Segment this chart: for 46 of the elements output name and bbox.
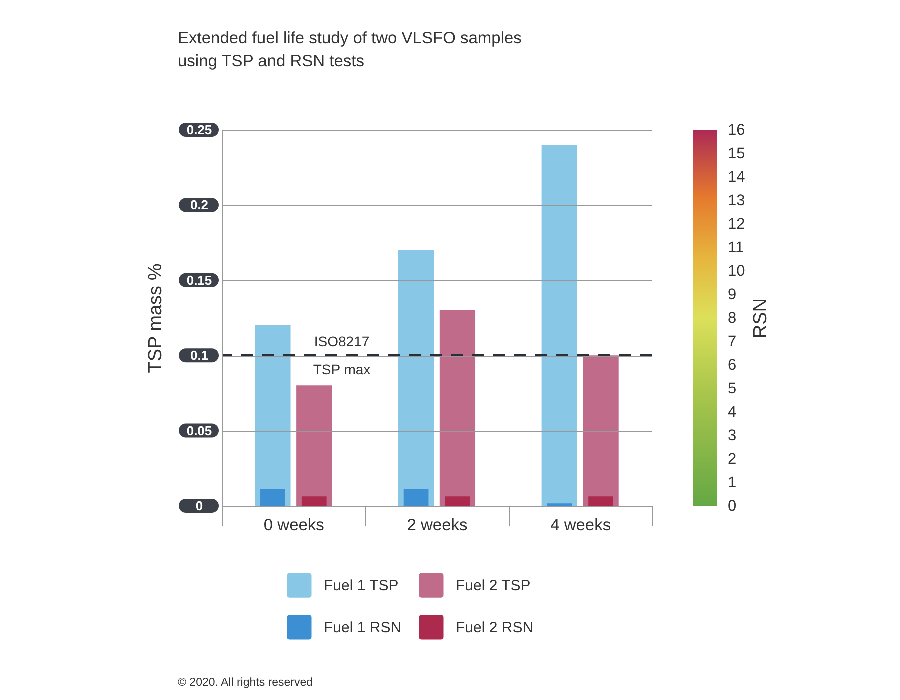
y2-tick-label: 6 — [728, 357, 737, 374]
y2-axis-title: RSN — [750, 298, 772, 339]
bar — [260, 490, 286, 506]
y2-tick-label: 12 — [728, 216, 746, 233]
y2-tick-label: 16 — [728, 122, 746, 139]
bar — [445, 496, 470, 506]
bar — [583, 356, 619, 506]
y-tick-label: 0.05 — [186, 423, 212, 438]
y2-tick-label: 8 — [728, 310, 737, 327]
y2-tick-label: 7 — [728, 334, 737, 350]
legend-label: Fuel 2 RSN — [456, 620, 534, 636]
text: © 2020. All rights reserved — [178, 677, 314, 689]
y2-tick-label: 1 — [728, 474, 737, 492]
y2-tick-label: 11 — [728, 240, 744, 256]
y-tick-label: 0.15 — [186, 272, 212, 288]
y2-tick-label: 13 — [728, 192, 746, 210]
y2-tick-label: 15 — [728, 146, 746, 162]
y2-tick-label: 9 — [728, 286, 737, 304]
y-tick-label: 0 — [196, 498, 204, 514]
legend-label: Fuel 1 TSP — [324, 578, 399, 595]
bar — [588, 496, 614, 506]
chart-title: Extended fuel life study of two VLSFO samples using TSP and RSN tests — [178, 30, 522, 70]
bar — [542, 145, 578, 506]
y-tick-label: 0.25 — [186, 122, 212, 138]
ref-line-label: ISO8217 TSP max — [313, 334, 371, 378]
y2-tick-label: 0 — [728, 498, 737, 515]
bar — [296, 386, 332, 506]
y2-tick-label: 4 — [728, 404, 737, 421]
legend-label: Fuel 2 TSP — [456, 578, 531, 595]
y2-tick-label: 2 — [728, 451, 737, 468]
legend-label: Fuel 1 RSN — [324, 620, 402, 636]
y2-tick-label: 10 — [728, 263, 746, 280]
bar — [440, 310, 476, 506]
y2-tick-label: 5 — [728, 380, 737, 398]
x-tick-label: 4 weeks — [550, 516, 612, 534]
x-tick-label: 0 weeks — [264, 516, 324, 534]
y2-tick-label: 14 — [728, 169, 746, 186]
y-tick-label: 0.1 — [190, 348, 209, 364]
y-axis-title: TSP mass % — [146, 264, 166, 374]
x-tick-label: 2 weeks — [407, 516, 468, 534]
bar — [398, 250, 434, 506]
bar — [302, 496, 327, 506]
bar — [404, 490, 429, 506]
y2-tick-label: 3 — [728, 428, 737, 444]
bar — [255, 326, 291, 506]
y-tick-label: 0.2 — [190, 198, 209, 213]
